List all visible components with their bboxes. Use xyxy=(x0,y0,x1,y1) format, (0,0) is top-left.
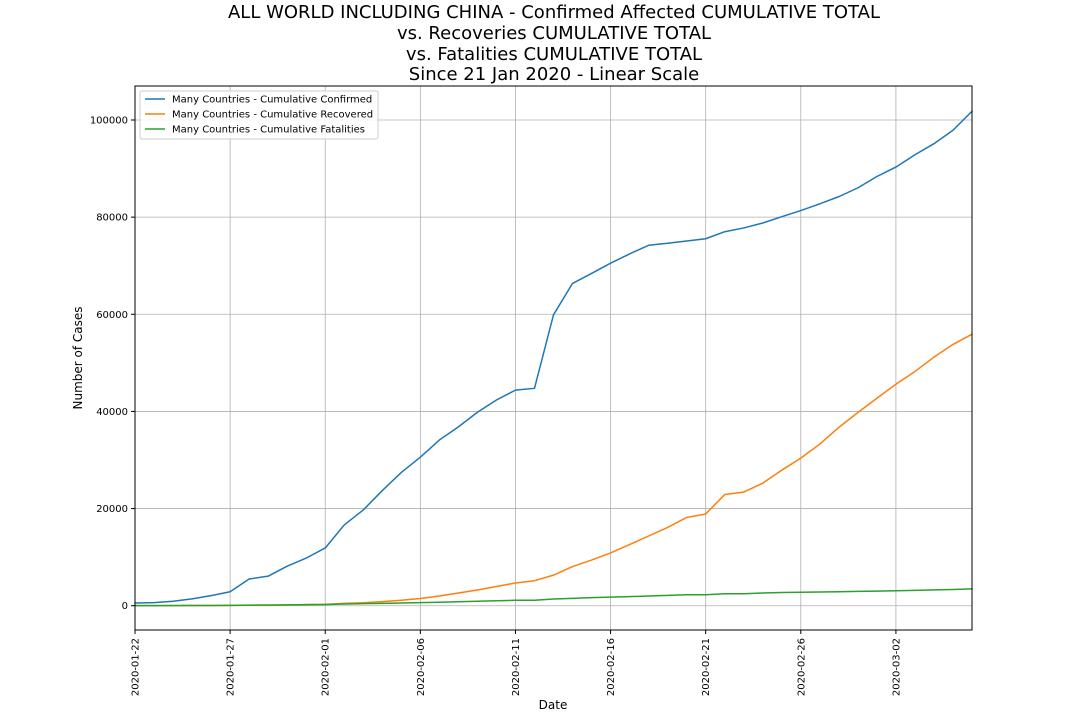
y-tick-label: 100000 xyxy=(90,116,128,127)
y-axis-label: Number of Cases xyxy=(71,306,85,409)
x-tick-label: 2020-02-01 xyxy=(321,638,332,696)
series-line-2 xyxy=(134,333,973,607)
y-tick-label: 20000 xyxy=(96,504,128,515)
title-line-1: ALL WORLD INCLUDING CHINA - Confirmed Af… xyxy=(228,2,880,23)
x-tick-label: 2020-02-21 xyxy=(701,638,712,696)
x-axis-label: Date xyxy=(539,698,568,712)
x-tick-label: 2020-02-11 xyxy=(511,638,522,696)
y-tick-label: 80000 xyxy=(96,213,128,224)
legend-box xyxy=(139,90,379,140)
grid xyxy=(134,86,972,630)
y-tick-label: 60000 xyxy=(96,310,128,321)
series-line-3 xyxy=(134,588,973,607)
series-line-1 xyxy=(134,110,973,604)
x-tick-label: 2020-01-22 xyxy=(131,638,142,696)
legend-label-1: Many Countries - Cumulative Confirmed xyxy=(172,95,372,106)
x-tick-label: 2020-02-06 xyxy=(416,638,427,696)
x-tick-label: 2020-01-27 xyxy=(226,638,237,696)
title-line-3: vs. Fatalities CUMULATIVE TOTAL xyxy=(406,44,702,65)
legend-label-3: Many Countries - Cumulative Fatalities xyxy=(172,125,365,136)
title-line-2: vs. Recoveries CUMULATIVE TOTAL xyxy=(397,23,711,44)
x-tick-label: 2020-02-16 xyxy=(606,638,617,696)
chart-title: ALL WORLD INCLUDING CHINA - Confirmed Af… xyxy=(228,2,880,85)
x-tick-label: 2020-03-02 xyxy=(891,638,902,696)
title-line-4: Since 21 Jan 2020 - Linear Scale xyxy=(409,64,699,85)
legend: Many Countries - Cumulative Confirmed Man… xyxy=(139,90,379,140)
legend-label-2: Many Countries - Cumulative Recovered xyxy=(172,110,373,121)
plot-frame xyxy=(134,85,973,631)
axis-ticks: 2020-01-22 2020-01-27 2020-02-01 2020-02-06… xyxy=(90,116,903,697)
series-lines xyxy=(134,110,973,607)
y-tick-label: 0 xyxy=(122,601,128,612)
x-tick-label: 2020-02-26 xyxy=(796,638,807,696)
y-tick-label: 40000 xyxy=(96,407,128,418)
